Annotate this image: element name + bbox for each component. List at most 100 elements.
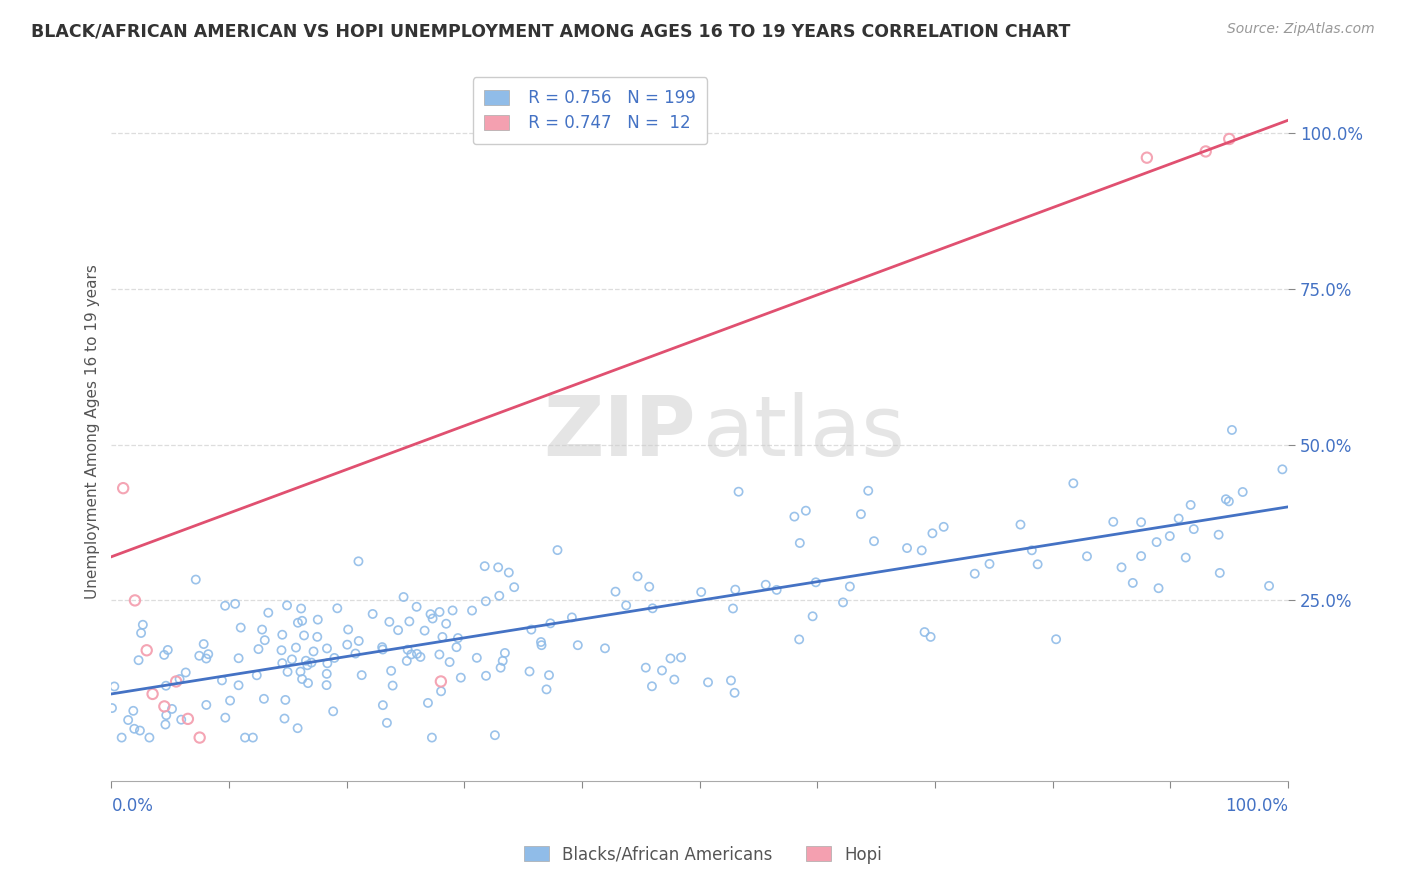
Point [669,650,692,665]
Point [664,673,686,687]
Point [1159,529,1181,543]
Point [626,569,648,583]
Point [214,711,236,725]
Point [315,666,337,681]
Point [858,483,880,498]
Point [721,601,744,615]
Point [406,647,429,661]
Point [371,642,394,657]
Point [371,640,394,654]
Point [169,672,191,686]
Point [287,615,309,630]
Point [214,599,236,613]
Point [297,676,319,690]
Point [287,721,309,735]
Point [316,641,339,656]
Point [429,648,451,662]
Point [122,722,145,736]
Point [184,573,207,587]
Point [344,647,367,661]
Point [475,594,498,608]
Point [920,630,942,644]
Point [538,616,561,631]
Point [381,679,404,693]
Point [561,610,583,624]
Point [138,731,160,745]
Point [132,617,155,632]
Point [1136,151,1159,165]
Point [155,679,177,693]
Point [921,526,943,541]
Point [177,712,200,726]
Point [1174,550,1197,565]
Point [530,635,553,649]
Point [1182,522,1205,536]
Point [422,611,444,625]
Point [430,684,453,698]
Point [155,708,177,723]
Point [301,656,323,670]
Point [160,702,183,716]
Point [1122,575,1144,590]
Point [638,580,661,594]
Point [271,656,294,670]
Point [723,686,745,700]
Text: 100.0%: 100.0% [1225,797,1288,814]
Point [447,631,470,645]
Point [489,661,512,675]
Point [537,668,560,682]
Point [271,628,294,642]
Point [430,674,453,689]
Point [409,650,432,665]
Point [547,543,569,558]
Point [380,664,402,678]
Point [387,623,409,637]
Point [641,679,664,693]
Point [276,599,298,613]
Point [1271,462,1294,476]
Point [1195,145,1218,159]
Point [519,665,541,679]
Point [392,590,415,604]
Point [765,582,787,597]
Point [450,671,472,685]
Point [1130,515,1153,529]
Point [174,665,197,680]
Point [492,654,515,668]
Point [1021,543,1043,558]
Point [787,632,810,647]
Point [1215,492,1237,507]
Point [1010,517,1032,532]
Point [863,534,886,549]
Point [322,704,344,718]
Point [122,704,145,718]
Point [135,643,157,657]
Point [789,536,811,550]
Point [932,520,955,534]
Point [290,601,312,615]
Text: 0.0%: 0.0% [111,797,153,814]
Point [197,647,219,661]
Point [229,621,252,635]
Point [228,651,250,665]
Point [911,543,934,558]
Point [401,648,423,662]
Point [129,626,152,640]
Point [188,648,211,663]
Point [1232,485,1254,500]
Point [1147,581,1170,595]
Point [112,481,135,495]
Point [153,648,176,662]
Point [614,599,637,613]
Point [1111,560,1133,574]
Point [228,678,250,692]
Point [117,713,139,727]
Point [347,634,370,648]
Point [486,560,509,574]
Point [1208,527,1230,541]
Point [101,701,124,715]
Point [446,640,468,655]
Point [246,668,269,682]
Point [337,623,360,637]
Point [439,655,461,669]
